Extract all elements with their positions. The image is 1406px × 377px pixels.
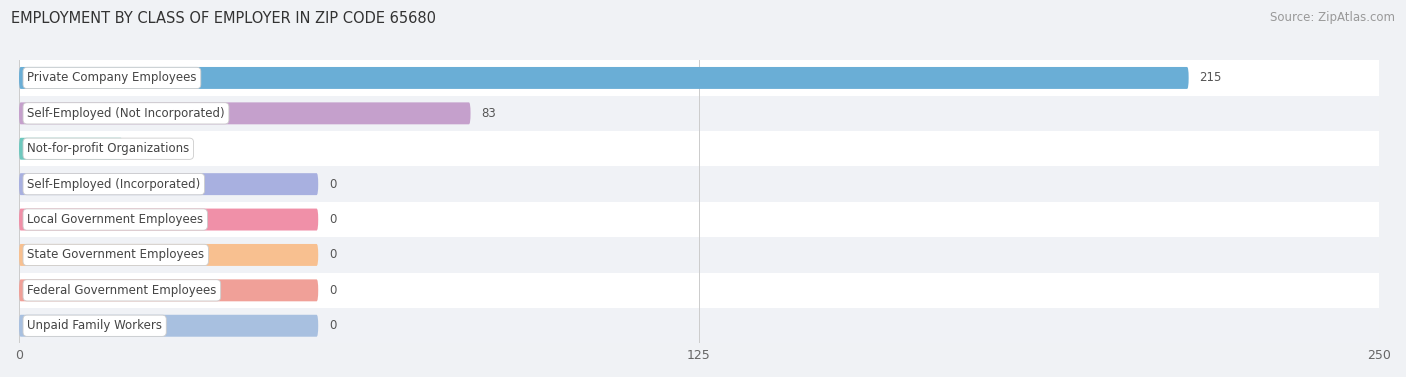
Text: 83: 83 bbox=[481, 107, 496, 120]
Bar bbox=[20, 60, 1379, 96]
FancyBboxPatch shape bbox=[20, 138, 122, 160]
Bar bbox=[20, 202, 1379, 237]
Text: Local Government Employees: Local Government Employees bbox=[27, 213, 204, 226]
Text: 0: 0 bbox=[329, 248, 336, 261]
Text: 215: 215 bbox=[1199, 71, 1222, 84]
FancyBboxPatch shape bbox=[20, 103, 471, 124]
FancyBboxPatch shape bbox=[20, 173, 318, 195]
Text: 0: 0 bbox=[329, 213, 336, 226]
FancyBboxPatch shape bbox=[20, 244, 318, 266]
Text: 0: 0 bbox=[329, 319, 336, 332]
Bar bbox=[20, 96, 1379, 131]
Text: 0: 0 bbox=[329, 284, 336, 297]
Text: EMPLOYMENT BY CLASS OF EMPLOYER IN ZIP CODE 65680: EMPLOYMENT BY CLASS OF EMPLOYER IN ZIP C… bbox=[11, 11, 436, 26]
FancyBboxPatch shape bbox=[20, 67, 1188, 89]
Text: Federal Government Employees: Federal Government Employees bbox=[27, 284, 217, 297]
Text: 0: 0 bbox=[329, 178, 336, 191]
FancyBboxPatch shape bbox=[20, 208, 318, 230]
FancyBboxPatch shape bbox=[20, 315, 318, 337]
Bar bbox=[20, 273, 1379, 308]
Text: Self-Employed (Not Incorporated): Self-Employed (Not Incorporated) bbox=[27, 107, 225, 120]
Text: State Government Employees: State Government Employees bbox=[27, 248, 204, 261]
Text: Source: ZipAtlas.com: Source: ZipAtlas.com bbox=[1270, 11, 1395, 24]
Text: 19: 19 bbox=[134, 142, 148, 155]
Text: Unpaid Family Workers: Unpaid Family Workers bbox=[27, 319, 162, 332]
FancyBboxPatch shape bbox=[20, 279, 318, 301]
Bar bbox=[20, 166, 1379, 202]
Bar bbox=[20, 237, 1379, 273]
Text: Private Company Employees: Private Company Employees bbox=[27, 71, 197, 84]
Text: Not-for-profit Organizations: Not-for-profit Organizations bbox=[27, 142, 190, 155]
Text: Self-Employed (Incorporated): Self-Employed (Incorporated) bbox=[27, 178, 201, 191]
Bar bbox=[20, 131, 1379, 166]
Bar bbox=[20, 308, 1379, 343]
